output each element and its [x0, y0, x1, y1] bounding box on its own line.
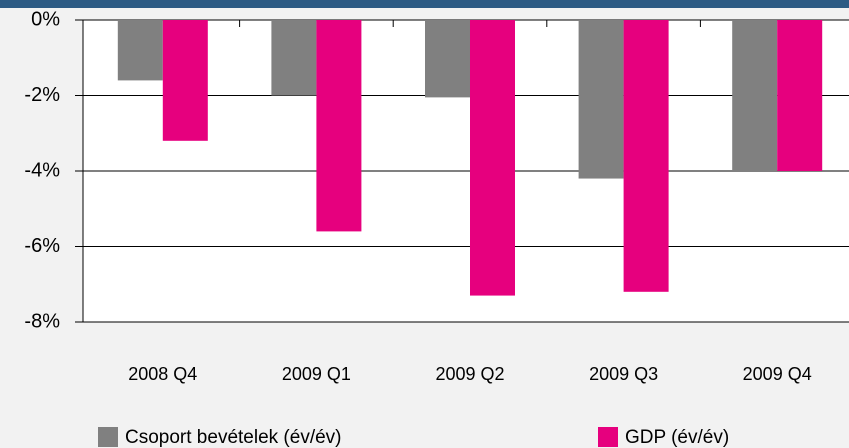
bar — [425, 20, 470, 98]
top-band — [0, 0, 849, 8]
legend-label: GDP (év/év) — [625, 427, 729, 448]
x-tick-label: 2009 Q4 — [743, 364, 812, 384]
y-tick-label: -8% — [24, 310, 60, 332]
y-tick-label: -6% — [24, 235, 60, 257]
bar — [732, 20, 778, 171]
legend-swatch — [98, 427, 118, 447]
y-tick-label: -2% — [24, 84, 60, 106]
bar — [316, 20, 362, 232]
legend-label: Csoport bevételek (év/év) — [125, 427, 342, 448]
x-tick-label: 2009 Q1 — [282, 364, 351, 384]
y-tick-label: 0% — [31, 8, 60, 30]
bar — [271, 20, 317, 96]
bar — [470, 20, 515, 296]
bar — [162, 20, 208, 141]
bar — [117, 20, 163, 81]
bar — [623, 20, 669, 292]
x-tick-label: 2009 Q3 — [589, 364, 658, 384]
x-tick-label: 2009 Q2 — [435, 364, 504, 384]
y-tick-label: -4% — [24, 159, 60, 181]
x-tick-label: 2008 Q4 — [128, 364, 197, 384]
legend-swatch — [598, 427, 618, 447]
bar — [777, 20, 823, 171]
bar — [578, 20, 624, 179]
